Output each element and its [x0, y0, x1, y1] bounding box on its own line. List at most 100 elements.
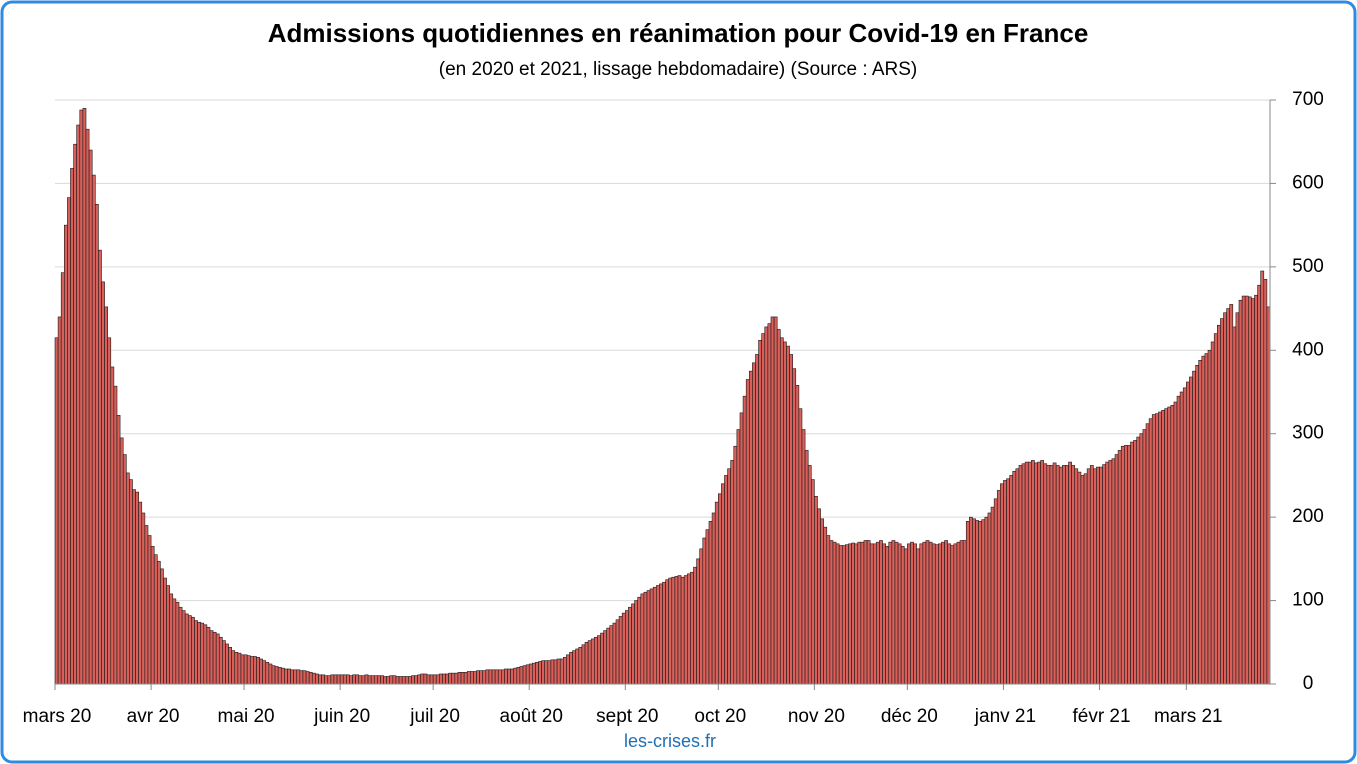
bar: [996, 490, 1001, 685]
bar: [693, 566, 697, 685]
bar: [1096, 466, 1100, 685]
bar: [544, 660, 549, 685]
bar: [820, 518, 824, 685]
bar: [671, 576, 676, 685]
bar: [938, 543, 942, 685]
bar: [203, 624, 208, 685]
bar: [563, 657, 567, 685]
bar: [423, 673, 428, 685]
bar: [854, 543, 859, 685]
bar: [1198, 359, 1203, 685]
bar: [364, 674, 369, 685]
bar: [1244, 295, 1249, 685]
bar: [559, 658, 564, 685]
bar: [122, 454, 127, 685]
bar: [361, 675, 366, 685]
bar: [677, 575, 682, 685]
bar: [349, 675, 353, 685]
bar: [1105, 461, 1110, 685]
bar: [907, 543, 911, 685]
bar: [1148, 418, 1153, 685]
bar: [1114, 454, 1119, 685]
bar: [668, 577, 673, 685]
bar: [262, 660, 267, 685]
bar: [284, 668, 288, 685]
bar: [724, 475, 728, 685]
bar: [370, 675, 375, 685]
bar: [82, 108, 87, 685]
bar: [197, 621, 201, 685]
bar: [910, 541, 914, 685]
bar: [683, 575, 688, 685]
x-tick-label: avr 20: [127, 706, 180, 727]
bar: [1182, 387, 1187, 685]
bar: [748, 370, 753, 685]
bar: [646, 590, 651, 685]
bar: [786, 345, 790, 685]
bar: [466, 671, 471, 685]
bar: [600, 632, 604, 685]
bar: [104, 306, 108, 685]
bar: [1179, 391, 1184, 685]
bar: [271, 665, 276, 685]
bar: [702, 537, 707, 685]
bar: [792, 368, 797, 685]
bar: [742, 395, 747, 685]
bar: [631, 603, 635, 685]
bar: [1031, 460, 1035, 685]
bar: [274, 666, 279, 685]
y-tick-label: 700: [1292, 89, 1324, 110]
bar: [1207, 349, 1212, 685]
bar: [327, 675, 332, 685]
bar: [488, 669, 493, 685]
bar: [373, 675, 378, 685]
bar: [733, 445, 738, 685]
bar: [578, 646, 583, 685]
bar: [590, 638, 595, 685]
bar: [1186, 381, 1190, 685]
bar: [972, 518, 976, 685]
bar: [1210, 341, 1215, 685]
bar: [547, 660, 552, 685]
bar: [392, 675, 397, 685]
bar: [841, 545, 846, 685]
bar: [801, 429, 806, 685]
bar: [417, 674, 422, 685]
bar: [894, 541, 899, 685]
bar: [318, 674, 322, 685]
bar: [860, 541, 865, 685]
bar: [810, 479, 815, 685]
bar: [1170, 405, 1175, 685]
bar: [745, 379, 750, 685]
x-tick-label: févr 21: [1072, 706, 1130, 727]
x-tick-label: sept 20: [596, 706, 658, 727]
bar: [566, 654, 570, 685]
bar: [1229, 304, 1234, 685]
bar: [253, 656, 257, 685]
bar: [358, 675, 363, 685]
bar: [367, 675, 372, 685]
bar: [156, 561, 161, 685]
bar: [872, 543, 877, 685]
bar: [882, 543, 886, 685]
bar: [1223, 312, 1227, 685]
bar: [634, 600, 639, 685]
bar: [888, 541, 893, 685]
bar: [1192, 370, 1196, 685]
bar: [315, 673, 319, 685]
bar: [1012, 470, 1017, 685]
bar: [1173, 401, 1178, 685]
bar: [516, 667, 521, 685]
bar: [299, 670, 304, 685]
bar: [649, 588, 654, 685]
bar: [656, 585, 660, 685]
bar: [339, 674, 344, 685]
bar: [1021, 463, 1026, 685]
bar: [761, 333, 766, 685]
bar: [1055, 465, 1060, 685]
bar: [296, 669, 301, 685]
bar: [900, 546, 905, 685]
bar: [826, 535, 831, 685]
bar: [333, 674, 338, 685]
bar: [169, 593, 174, 685]
